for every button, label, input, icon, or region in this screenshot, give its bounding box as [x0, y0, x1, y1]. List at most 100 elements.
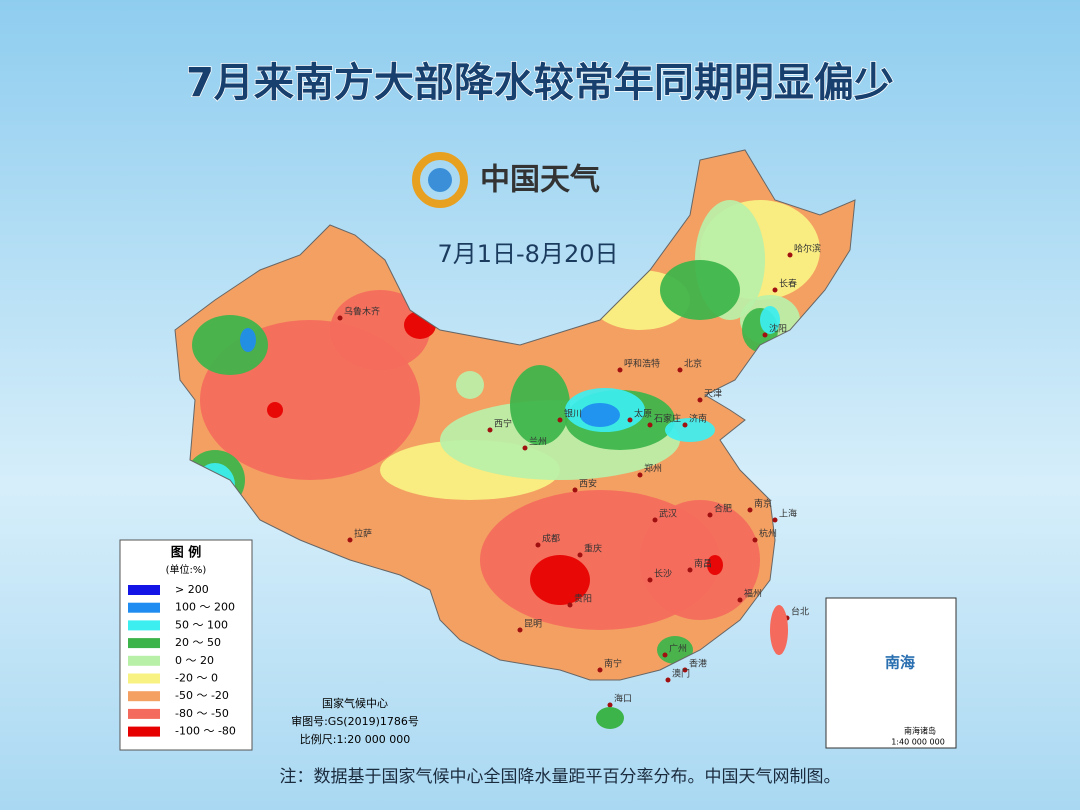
city-marker	[752, 537, 758, 543]
city-marker	[662, 652, 668, 658]
city-label: 南昌	[694, 558, 712, 570]
precip-region	[510, 365, 570, 445]
city-marker	[687, 567, 693, 573]
city-label: 长春	[779, 278, 797, 290]
city-marker	[607, 702, 613, 708]
city-marker	[535, 542, 541, 548]
city-label: 兰州	[529, 436, 547, 448]
credit-scale: 比例尺:1:20 000 000	[300, 732, 410, 746]
legend-swatch	[128, 638, 160, 649]
city-label: 呼和浩特	[624, 358, 660, 370]
city-marker	[707, 512, 713, 518]
legend-label: -100 ～ -80	[175, 725, 236, 738]
city-marker	[627, 417, 633, 423]
credit-approval: 审图号:GS(2019)1786号	[291, 714, 419, 728]
city-label: 重庆	[584, 543, 602, 555]
city-label: 广州	[669, 643, 687, 655]
city-label: 福州	[744, 588, 762, 600]
city-marker	[772, 287, 778, 293]
city-label: 沈阳	[769, 323, 787, 335]
city-label: 武汉	[659, 508, 677, 520]
city-label: 太原	[634, 408, 652, 420]
city-label: 海口	[614, 693, 632, 705]
city-label: 台北	[791, 606, 809, 618]
legend-label: 50 ～ 100	[175, 618, 228, 631]
city-marker	[737, 597, 743, 603]
city-label: 北京	[684, 358, 702, 370]
legend-swatch	[128, 726, 160, 737]
city-marker	[567, 602, 573, 608]
logo: 中国天气	[412, 152, 600, 208]
city-label: 长沙	[654, 568, 672, 580]
legend-unit: (单位:%)	[166, 563, 207, 576]
legend-label: -20 ～ 0	[175, 672, 218, 685]
city-marker	[762, 332, 768, 338]
city-marker	[617, 367, 623, 373]
city-marker	[347, 537, 353, 543]
period: 7月1日-8月20日	[437, 240, 618, 268]
city-marker	[697, 397, 703, 403]
precip-region	[240, 328, 256, 352]
legend-swatch	[128, 655, 160, 666]
precip-region	[267, 402, 283, 418]
city-label: 贵阳	[574, 593, 592, 605]
city-marker	[522, 445, 528, 451]
precip-region	[580, 403, 620, 427]
precip-region	[640, 500, 760, 620]
legend-swatch	[128, 620, 160, 631]
city-label: 天津	[704, 389, 722, 400]
city-marker	[337, 315, 343, 321]
city-marker	[577, 552, 583, 558]
city-marker	[682, 422, 688, 428]
city-label: 郑州	[644, 463, 662, 475]
legend-swatch	[128, 708, 160, 719]
city-label: 银川	[564, 408, 582, 420]
city-marker	[652, 517, 658, 523]
logo-text: 中国天气	[480, 163, 600, 198]
city-label: 拉萨	[354, 528, 372, 540]
city-marker	[487, 427, 493, 433]
credit-agency: 国家气候中心	[322, 696, 388, 710]
city-marker	[572, 487, 578, 493]
inset-sea: 南海	[885, 654, 915, 672]
inset-box	[825, 597, 957, 749]
city-label: 济南	[689, 413, 707, 425]
legend-label: 100 ～ 200	[175, 601, 235, 614]
city-marker	[647, 422, 653, 428]
legend-swatch	[128, 673, 160, 684]
city-label: 成都	[542, 533, 560, 545]
city-marker	[517, 627, 523, 633]
precip-region	[665, 418, 715, 442]
precip-region	[530, 555, 590, 605]
precip-region	[330, 290, 430, 370]
precip-region	[707, 555, 723, 575]
city-label: 西安	[579, 478, 597, 490]
city-label: 乌鲁木齐	[344, 306, 380, 318]
legend-swatch	[128, 691, 160, 702]
legend-label: -50 ～ -20	[175, 689, 229, 702]
city-marker	[677, 367, 683, 373]
city-label: 上海	[779, 508, 797, 520]
legend-label: -80 ～ -50	[175, 707, 229, 720]
city-label: 杭州	[759, 528, 777, 540]
hainan	[596, 707, 624, 729]
legend-label: 20 ～ 50	[175, 636, 221, 649]
inset-scale: 1:40 000 000	[891, 738, 945, 747]
city-label: 香港	[689, 658, 707, 670]
logo-icon	[412, 152, 468, 208]
city-marker	[557, 417, 563, 423]
city-marker	[665, 677, 671, 683]
city-label: 哈尔滨	[794, 243, 821, 255]
logo-icon-core	[428, 168, 452, 192]
city-label: 石家庄	[654, 413, 681, 425]
city-marker	[787, 252, 793, 258]
inset-islands: 南海诸岛	[904, 726, 936, 736]
legend-swatch	[128, 585, 160, 595]
city-marker	[647, 577, 653, 583]
city-marker	[772, 517, 778, 523]
city-label: 南宁	[604, 658, 622, 670]
legend-swatch	[128, 602, 160, 613]
precip-region	[660, 260, 740, 320]
legend: 图 例 (单位:%) > 200 100 ～ 200 50 ～ 100 20 ～ 50…	[119, 539, 253, 751]
